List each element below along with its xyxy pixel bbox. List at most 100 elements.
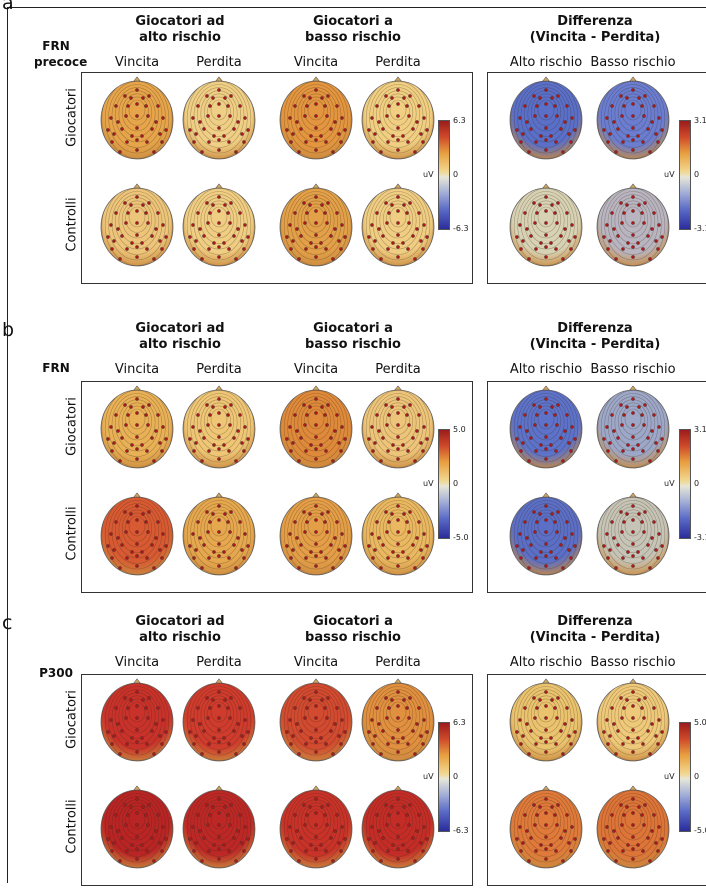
- scalp-topography: [594, 678, 672, 762]
- colorbar-main: [438, 429, 450, 539]
- colorbar-mid-label: 0: [453, 772, 459, 781]
- scalp-topography: [277, 492, 355, 576]
- panel-a: a FRN precoce Giocatori ad alto rischio Gioc…: [0, 0, 706, 290]
- scalp-map: [509, 76, 583, 160]
- scalp-topography: [507, 492, 585, 576]
- colorbar-max-label: 3.1: [694, 425, 706, 434]
- scalp-topography: [359, 76, 437, 160]
- scalp-topography: [507, 678, 585, 762]
- scalp-topography: [180, 76, 258, 160]
- colorbar-mid-label: 0: [694, 170, 700, 179]
- scalp-map: [596, 678, 670, 762]
- colorbar-mid-label: 0: [694, 772, 700, 781]
- colorbar-difference: [679, 120, 691, 230]
- scalp-map: [279, 678, 353, 762]
- group-title-high-risk: Giocatori ad alto rischio: [135, 14, 225, 45]
- row-label: Giocatori: [64, 88, 80, 147]
- group-title-difference: Differenza (Vincita - Perdita): [529, 321, 661, 352]
- column-label: Vincita: [293, 362, 339, 377]
- scalp-map: [509, 678, 583, 762]
- scalp-map: [361, 785, 435, 869]
- scalp-topography: [594, 385, 672, 469]
- scalp-topography: [277, 385, 355, 469]
- scalp-topography: [507, 183, 585, 267]
- column-label: Perdita: [196, 655, 242, 670]
- colorbar-mid-label: 0: [694, 479, 700, 488]
- scalp-topography: [594, 76, 672, 160]
- measure-label: FRN precoce: [34, 38, 88, 70]
- row-label: Controlli: [64, 197, 80, 252]
- scalp-map: [100, 183, 174, 267]
- scalp-topography: [277, 183, 355, 267]
- scalp-map: [596, 785, 670, 869]
- scalp-map: [509, 492, 583, 576]
- colorbar-difference: [679, 722, 691, 832]
- scalp-map: [509, 183, 583, 267]
- group-title-low-risk: Giocatori a basso rischio: [305, 321, 401, 352]
- colorbar-main: [438, 120, 450, 230]
- colorbar-max-label: 3.1: [694, 116, 706, 125]
- scalp-topography: [98, 492, 176, 576]
- scalp-topography: [507, 76, 585, 160]
- scalp-topography: [277, 678, 355, 762]
- column-label: Alto rischio: [509, 55, 583, 70]
- colorbar-mid-label: 0: [453, 170, 459, 179]
- scalp-topography: [359, 385, 437, 469]
- colorbar-max-label: 6.3: [453, 116, 466, 125]
- scalp-map: [182, 385, 256, 469]
- scalp-topography: [277, 785, 355, 869]
- panel-letter: c: [2, 612, 13, 634]
- scalp-map: [100, 785, 174, 869]
- colorbar-min-label: -6.3: [453, 224, 469, 233]
- colorbar-unit-label: uV: [423, 772, 434, 781]
- colorbar-min-label: -3.1: [694, 533, 706, 542]
- scalp-map: [182, 785, 256, 869]
- panel-letter: a: [2, 0, 14, 14]
- group-title-low-risk: Giocatori a basso rischio: [305, 614, 401, 645]
- scalp-map: [361, 678, 435, 762]
- scalp-map: [279, 76, 353, 160]
- measure-label-line1: P300: [39, 666, 73, 680]
- measure-label: FRN: [34, 360, 78, 376]
- scalp-topography: [180, 492, 258, 576]
- scalp-map: [509, 785, 583, 869]
- column-label: Alto rischio: [509, 655, 583, 670]
- scalp-map: [182, 492, 256, 576]
- scalp-topography: [594, 785, 672, 869]
- row-label: Giocatori: [64, 690, 80, 749]
- frame-left-line: [7, 7, 8, 883]
- colorbar-unit-label: uV: [664, 772, 675, 781]
- measure-label-line1: FRN: [42, 39, 70, 53]
- panel-c: c P300 Giocatori ad alto rischio Giocatori …: [0, 598, 706, 888]
- scalp-map: [279, 183, 353, 267]
- colorbar-main: [438, 722, 450, 832]
- frame-top-line: [7, 7, 706, 8]
- group-title-low-risk: Giocatori a basso rischio: [305, 14, 401, 45]
- scalp-map: [361, 183, 435, 267]
- colorbar-mid-label: 0: [453, 479, 459, 488]
- colorbar-unit-label: uV: [423, 479, 434, 488]
- scalp-map: [100, 678, 174, 762]
- scalp-topography: [98, 678, 176, 762]
- scalp-topography: [594, 492, 672, 576]
- scalp-map: [596, 76, 670, 160]
- scalp-topography: [180, 785, 258, 869]
- scalp-topography: [594, 183, 672, 267]
- scalp-map: [182, 678, 256, 762]
- column-label: Perdita: [375, 362, 421, 377]
- colorbar-min-label: -5.0: [453, 533, 469, 542]
- column-label: Basso rischio: [590, 55, 676, 70]
- colorbar-min-label: -3.1: [694, 224, 706, 233]
- scalp-topography: [98, 183, 176, 267]
- column-label: Perdita: [375, 655, 421, 670]
- column-label: Vincita: [293, 655, 339, 670]
- colorbar-min-label: -6.3: [453, 826, 469, 835]
- scalp-map: [279, 385, 353, 469]
- panel-b: b FRN Giocatori ad alto rischio Giocatori a…: [0, 305, 706, 595]
- measure-label-line2: precoce: [34, 55, 88, 69]
- scalp-topography: [180, 385, 258, 469]
- column-label: Alto rischio: [509, 362, 583, 377]
- group-title-difference: Differenza (Vincita - Perdita): [529, 614, 661, 645]
- scalp-map: [279, 785, 353, 869]
- group-title-high-risk: Giocatori ad alto rischio: [135, 614, 225, 645]
